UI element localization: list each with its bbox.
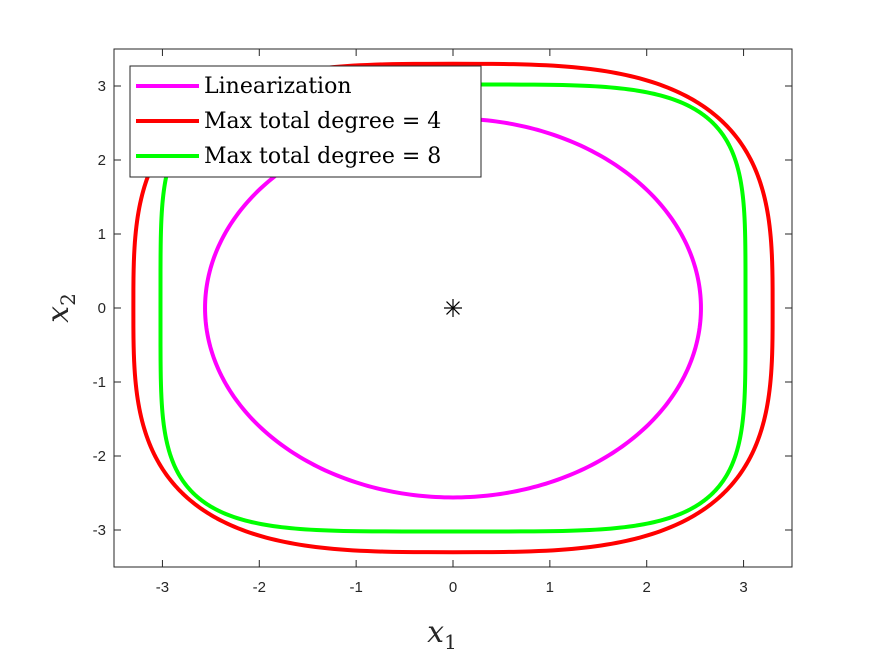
legend-label-degree-8: Max total degree = 8 [204,144,441,169]
series-curve-0 [203,116,703,500]
y-tick-label: 2 [98,152,106,169]
y-tick-label: -1 [93,374,106,391]
x-tick-label: 3 [739,579,747,596]
x-tick-label: -1 [349,579,362,596]
origin-asterisk-marker [444,299,462,317]
x-tick-label: 0 [449,579,457,596]
x-tick-label: 1 [546,579,554,596]
series-curve-2 [158,82,748,534]
y-tick-label: -3 [93,522,106,539]
x-tick-label: -3 [156,579,169,596]
series-curve-1 [131,61,775,555]
legend-label-linearization: Linearization [204,74,352,99]
y-tick-label: 3 [98,78,106,95]
legend-label-degree-4: Max total degree = 4 [204,109,441,134]
y-tick-label: -2 [93,448,106,465]
markers-layer [444,299,462,317]
x-tick-label: 2 [643,579,651,596]
y-tick-label: 1 [98,226,106,243]
legend: Linearization Max total degree = 4 Max t… [129,65,482,178]
tick-labels-layer: -3 -2 -1 0 1 2 3 -3 -2 -1 0 1 2 3 [93,78,748,596]
ticks-layer [114,49,792,567]
x-tick-label: -2 [253,579,266,596]
y-axis-label: x2 [41,293,80,323]
curves-layer [131,61,775,555]
y-tick-label: 0 [98,300,106,317]
x-axis-label: x1 [427,615,457,654]
